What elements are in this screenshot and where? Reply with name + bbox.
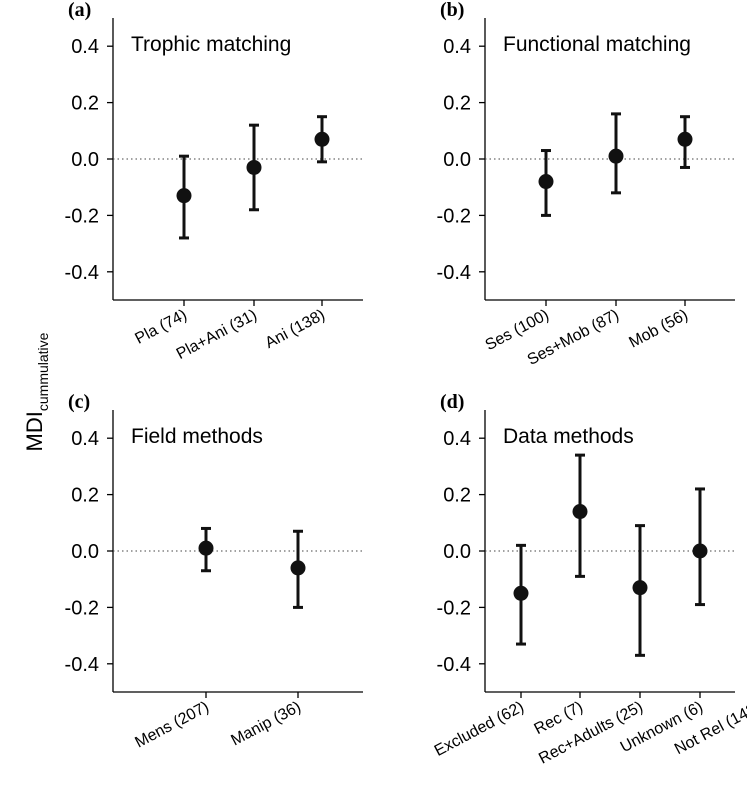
data-point [572,504,588,520]
y-tick-label: -0.4 [437,654,471,676]
panel-title: Functional matching [503,33,691,56]
y-tick-label: 0.4 [71,36,99,58]
panel-1: (b)Functional matching0.40.20.0-0.2-0.4S… [437,0,735,369]
x-tick-label: Rec+Adults (25) [536,699,646,768]
y-tick-label: 0.2 [443,93,471,115]
y-tick-label: 0.4 [443,36,471,58]
data-point [290,560,306,576]
data-point [198,540,214,556]
panel-letter: (d) [440,391,464,413]
x-tick-label: Excluded (62) [432,699,527,760]
y-tick-label: 0.0 [71,149,99,171]
y-tick-label: -0.2 [65,205,99,227]
x-tick-label: Manip (36) [228,699,304,750]
y-tick-label: -0.4 [437,262,471,284]
y-tick-label: 0.2 [71,93,99,115]
data-point [314,131,330,147]
data-point [677,131,693,147]
panel-0: (a) Trophic matching 0.4 0.2 0.0 -0.2 -0.4 Pla … [65,0,363,363]
panel-2: (c) Field methods 0.4 0.2 0.0 -0.2 -0.4 Mens (2… [65,391,363,752]
y-tick-label: 0.2 [71,485,99,507]
y-tick-label: -0.4 [65,262,99,284]
y-tick-label: 0.0 [71,541,99,563]
y-tick-label: 0.0 [443,149,471,171]
x-tick-label: Ani (138) [263,307,328,352]
y-tick-label: -0.2 [65,597,99,619]
x-tick-label: Pla (74) [132,307,189,348]
panel-letter: (a) [68,0,91,21]
data-point [608,148,624,164]
y-tick-label: -0.2 [437,205,471,227]
panel-title: Trophic matching [131,33,291,56]
panel-title: Data methods [503,425,634,448]
x-tick-label: Pla+Ani (31) [174,307,260,364]
data-point [692,543,708,559]
y-tick-label: 0.4 [443,428,471,450]
y-tick-label: -0.4 [65,654,99,676]
panel-3: (d) Data methods 0.4 0.2 0.0 -0.2 -0.4 Excluded… [432,391,747,768]
data-point [632,580,648,596]
panel-title: Field methods [131,425,263,448]
y-tick-label: -0.2 [437,597,471,619]
y-tick-label: 0.4 [71,428,99,450]
data-point [176,188,192,204]
panel-letter: (c) [68,391,90,413]
panels: (a) Trophic matching 0.4 0.2 0.0 -0.2 -0.4 Pla … [65,0,747,768]
x-tick-label: Mens (207) [132,699,211,752]
data-point [513,585,529,601]
panel-letter: (b) [440,0,464,21]
data-point [246,159,262,175]
y-tick-label: 0.0 [443,541,471,563]
y-axis-label-main: MDI [22,411,47,451]
x-tick-label: Mob (56) [626,307,691,352]
y-tick-label: 0.2 [443,485,471,507]
data-point [538,174,554,190]
y-axis-label: MDIcummulative [22,332,51,451]
y-axis-label-sub: cummulative [35,332,51,411]
